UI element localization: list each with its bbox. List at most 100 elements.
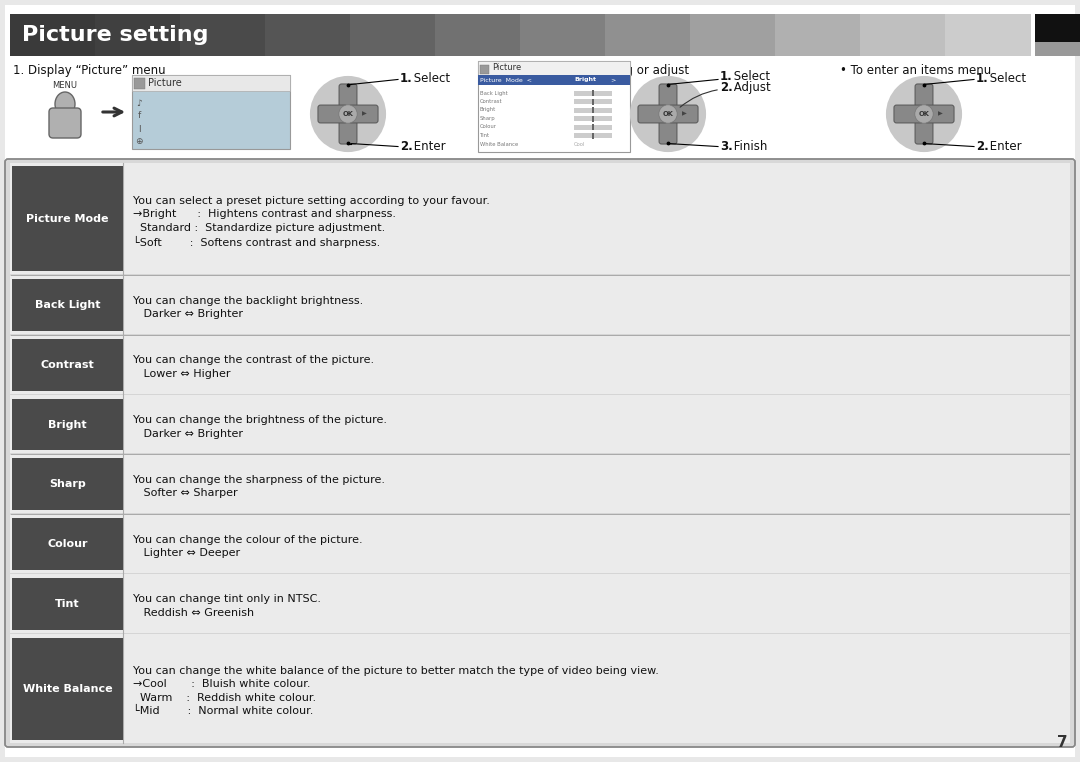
Text: Select: Select [730, 70, 770, 83]
Bar [10, 276, 1070, 334]
Text: Reddish ⇔ Greenish: Reddish ⇔ Greenish [133, 608, 254, 618]
Text: Sharp: Sharp [49, 479, 86, 489]
Bar [480, 65, 489, 74]
FancyBboxPatch shape [669, 105, 698, 123]
Text: Tint: Tint [480, 133, 490, 138]
Bar [573, 91, 612, 95]
Bar [478, 61, 630, 152]
Text: Contrast: Contrast [480, 99, 502, 104]
Text: Contrast: Contrast [41, 360, 94, 370]
Bar [12, 280, 123, 331]
Bar [605, 14, 691, 56]
Bar [134, 78, 145, 89]
Circle shape [886, 76, 962, 152]
Text: Lower ⇔ Higher: Lower ⇔ Higher [133, 369, 230, 379]
Bar [132, 75, 291, 91]
Bar [10, 634, 1070, 743]
Bar [592, 90, 594, 96]
Bar [10, 575, 1070, 632]
Text: ▶: ▶ [362, 111, 367, 117]
Text: 1.: 1. [976, 72, 989, 85]
Bar [350, 14, 436, 56]
Text: Bright: Bright [573, 78, 596, 82]
Text: MENU: MENU [53, 81, 78, 90]
Bar [12, 518, 123, 570]
Bar [592, 133, 594, 139]
Text: 1.: 1. [400, 72, 413, 85]
Text: Softer ⇔ Sharper: Softer ⇔ Sharper [133, 488, 238, 498]
Text: └Mid        :  Normal white colour.: └Mid : Normal white colour. [133, 706, 313, 716]
Text: Sharp: Sharp [480, 116, 496, 121]
Text: Standard :  Standardize picture adjustment.: Standard : Standardize picture adjustmen… [133, 223, 386, 232]
Bar [12, 339, 123, 391]
Bar [12, 459, 123, 511]
FancyBboxPatch shape [339, 114, 357, 144]
FancyBboxPatch shape [349, 105, 378, 123]
Text: Warm    :  Reddish white colour.: Warm : Reddish white colour. [133, 693, 316, 703]
Text: White Balance: White Balance [23, 684, 112, 693]
Bar [592, 124, 594, 130]
Text: Cool: Cool [573, 142, 585, 146]
Text: Darker ⇔ Brighter: Darker ⇔ Brighter [133, 429, 243, 439]
Text: └Soft        :  Softens contrast and sharpness.: └Soft : Softens contrast and sharpness. [133, 236, 380, 248]
Text: 2.: 2. [400, 140, 413, 153]
Text: →Cool       :  Bluish white colour.: →Cool : Bluish white colour. [133, 679, 311, 690]
Text: You can change the white balance of the picture to better match the type of vide: You can change the white balance of the … [133, 666, 659, 676]
Bar [10, 455, 1070, 513]
Text: Colour: Colour [48, 539, 87, 549]
Text: OK: OK [919, 111, 930, 117]
Bar [12, 578, 123, 629]
Bar [12, 638, 123, 740]
FancyBboxPatch shape [915, 114, 933, 144]
Text: 7: 7 [1057, 735, 1068, 750]
Text: I: I [137, 124, 140, 133]
FancyBboxPatch shape [894, 105, 923, 123]
FancyBboxPatch shape [5, 159, 1075, 747]
Bar [435, 14, 521, 56]
Text: Picture: Picture [492, 62, 522, 72]
Text: Tint: Tint [55, 599, 80, 609]
Circle shape [915, 105, 933, 123]
Text: 1. Display “Picture” menu: 1. Display “Picture” menu [13, 64, 165, 77]
Bar [690, 14, 777, 56]
Text: Enter: Enter [986, 140, 1022, 153]
Bar [10, 14, 96, 56]
Bar [265, 14, 351, 56]
Bar [573, 116, 612, 121]
Text: →Bright      :  Hightens contrast and sharpness.: →Bright : Hightens contrast and sharpnes… [133, 210, 396, 219]
Bar [10, 335, 1070, 394]
FancyBboxPatch shape [339, 84, 357, 114]
Bar [478, 75, 630, 85]
Circle shape [630, 76, 706, 152]
Text: f: f [137, 111, 140, 120]
Bar [519, 14, 606, 56]
Text: Lighter ⇔ Deeper: Lighter ⇔ Deeper [133, 548, 240, 558]
Text: Back Light: Back Light [480, 91, 508, 95]
Text: White Balance: White Balance [480, 142, 518, 146]
Text: ▶: ▶ [939, 111, 943, 117]
FancyBboxPatch shape [49, 108, 81, 138]
Text: 2. Select item and setting or adjust: 2. Select item and setting or adjust [480, 64, 689, 77]
Ellipse shape [55, 92, 75, 116]
Bar [180, 14, 266, 56]
Text: You can select a preset picture setting according to your favour.: You can select a preset picture setting … [133, 196, 490, 206]
Bar [592, 98, 594, 104]
Bar [478, 61, 630, 75]
Text: Select: Select [410, 72, 450, 85]
Bar [1035, 42, 1080, 56]
Bar [945, 14, 1031, 56]
Text: You can change tint only in NTSC.: You can change tint only in NTSC. [133, 594, 321, 604]
Bar [95, 14, 181, 56]
Bar [12, 399, 123, 450]
FancyBboxPatch shape [915, 84, 933, 114]
Text: You can change the contrast of the picture.: You can change the contrast of the pictu… [133, 355, 374, 366]
Bar [775, 14, 861, 56]
Bar [573, 99, 612, 104]
Text: Back Light: Back Light [35, 300, 100, 310]
FancyBboxPatch shape [318, 105, 348, 123]
Text: ♪: ♪ [136, 98, 141, 107]
Bar [592, 107, 594, 113]
Text: Picture  Mode  <: Picture Mode < [480, 78, 532, 82]
Text: ⊕: ⊕ [135, 137, 143, 146]
Text: 3.: 3. [720, 140, 732, 153]
